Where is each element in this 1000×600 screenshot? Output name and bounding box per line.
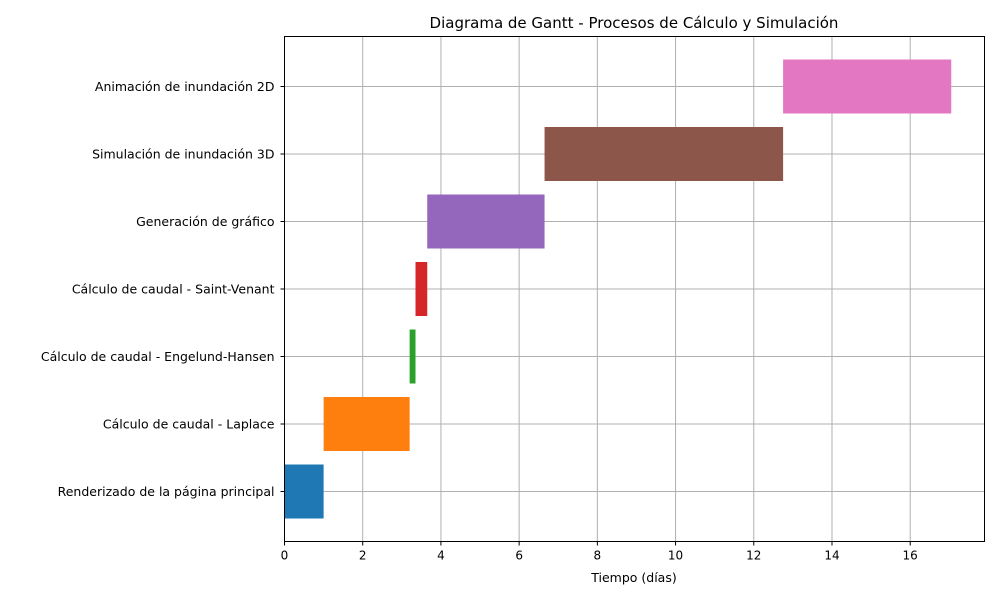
task-label: Generación de gráfico [136, 214, 274, 229]
ticks-layer: 0 2 4 6 8 10 12 14 16 Renderizado de la página pr… [41, 79, 918, 563]
x-tick-label: 4 [437, 549, 445, 563]
gantt-bar [415, 262, 428, 316]
bars-layer [284, 59, 952, 519]
task-label: Cálculo de caudal - Saint-Venant [72, 282, 275, 297]
x-axis-label: Tiempo (días) [590, 570, 676, 585]
task-label: Renderizado de la página principal [58, 484, 275, 499]
x-tick-label: 16 [903, 549, 918, 563]
gantt-bar [284, 464, 324, 519]
task-label: Cálculo de caudal - Engelund-Hansen [41, 349, 275, 364]
gantt-bar [427, 194, 545, 249]
x-tick-label: 8 [594, 549, 602, 563]
gantt-bar [323, 397, 410, 451]
task-label: Cálculo de caudal - Laplace [103, 417, 275, 432]
gantt-bar [544, 127, 784, 181]
gantt-bar [783, 59, 952, 114]
x-tick-label: 10 [668, 549, 683, 563]
x-tick-label: 2 [359, 549, 367, 563]
x-tick-label: 6 [515, 549, 523, 563]
gantt-bar [409, 329, 416, 384]
chart-title: Diagrama de Gantt - Procesos de Cálculo … [430, 14, 839, 32]
x-tick-label: 12 [746, 549, 761, 563]
x-tick-label: 0 [281, 549, 289, 563]
task-label: Simulación de inundación 3D [92, 147, 274, 162]
x-tick-label: 14 [824, 549, 839, 563]
task-label: Animación de inundación 2D [95, 79, 275, 94]
